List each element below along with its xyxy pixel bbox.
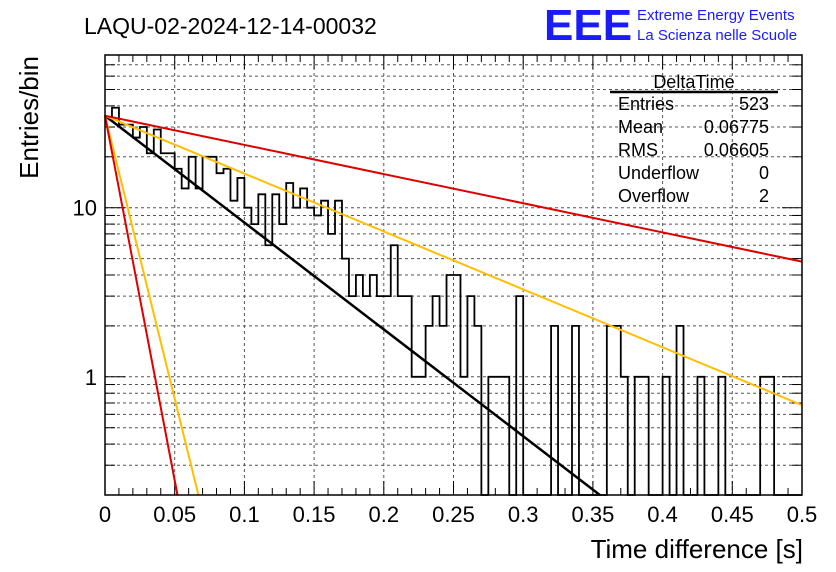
x-tick-label: 0.5	[787, 502, 818, 527]
stats-row-overflow: Overflow 2	[618, 186, 769, 206]
stats-value: 2	[759, 186, 769, 206]
stats-row-mean: Mean 0.06775	[618, 117, 769, 137]
eee-logo-mark: EEE	[544, 1, 632, 50]
fit-lines	[104, 114, 803, 496]
x-tick-label: 0.15	[293, 502, 336, 527]
eee-logo-line1: Extreme Energy Events	[637, 7, 795, 24]
stats-label: Entries	[618, 94, 674, 114]
stats-label: Mean	[618, 117, 663, 137]
y-tick-label: 1	[85, 365, 97, 390]
x-tick-label: 0.45	[711, 502, 754, 527]
fit-line	[104, 114, 601, 496]
fit-line	[104, 114, 803, 263]
x-tick-label: 0.05	[153, 502, 196, 527]
stats-label: Underflow	[618, 163, 700, 183]
y-tick-labels: 1 10	[73, 196, 97, 390]
stats-value: 0.06605	[704, 140, 769, 160]
y-tick-label: 10	[73, 196, 97, 221]
stats-value: 0	[759, 163, 769, 183]
chart-title: LAQU-02-2024-12-14-00032	[84, 13, 377, 39]
eee-logo: EEE Extreme Energy Events La Scienza nel…	[544, 1, 797, 50]
stats-value: 0.06775	[704, 117, 769, 137]
x-tick-label: 0.25	[432, 502, 475, 527]
x-axis-title: Time difference [s]	[591, 534, 803, 564]
stats-row-underflow: Underflow 0	[618, 163, 769, 183]
x-tick-labels: 0 0.05 0.1 0.15 0.2 0.25 0.3 0.35 0.4 0.45 0.5	[99, 502, 817, 527]
stats-row-rms: RMS 0.06605	[618, 140, 769, 160]
stats-label: RMS	[618, 140, 658, 160]
x-tick-label: 0.3	[508, 502, 539, 527]
stats-box: DeltaTime Entries 523 Mean 0.06775 RMS 0…	[610, 72, 778, 206]
fit-line	[104, 115, 200, 496]
fit-line	[104, 114, 803, 407]
x-tick-label: 0	[99, 502, 111, 527]
eee-logo-line2: La Scienza nelle Scuole	[637, 27, 797, 44]
stats-row-entries: Entries 523	[618, 94, 769, 114]
stats-title: DeltaTime	[653, 72, 734, 92]
x-tick-label: 0.1	[229, 502, 260, 527]
stats-label: Overflow	[618, 186, 690, 206]
fit-line	[104, 115, 179, 496]
x-tick-label: 0.35	[571, 502, 614, 527]
plot-frame	[104, 54, 803, 496]
y-axis-title: Entries/bin	[14, 56, 44, 179]
stats-value: 523	[739, 94, 769, 114]
x-tick-label: 0.2	[369, 502, 400, 527]
x-tick-label: 0.4	[647, 502, 678, 527]
